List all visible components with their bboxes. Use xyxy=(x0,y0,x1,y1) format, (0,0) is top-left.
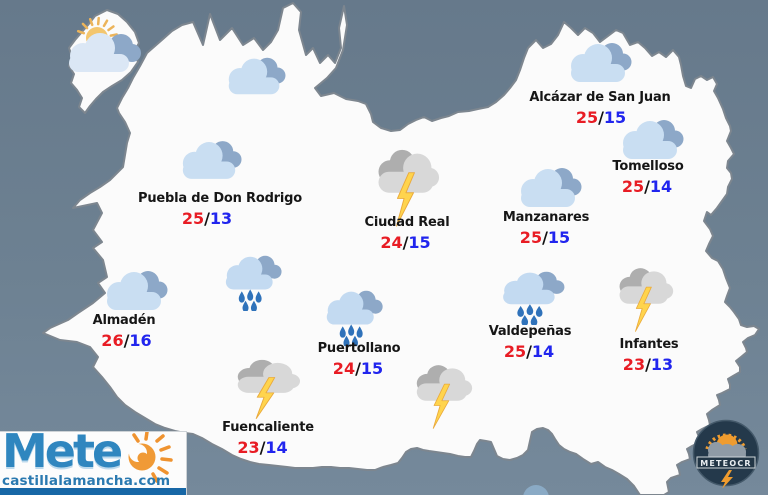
lightning-icon xyxy=(721,470,733,488)
city-name: Infantes xyxy=(619,337,679,352)
sun-icon xyxy=(128,432,173,483)
city-almaden: Almadén 26/16 xyxy=(93,312,156,350)
city-name: Puertollano xyxy=(317,341,401,356)
temp-min: 15 xyxy=(360,359,384,378)
city-puertollano: Puertollano 24/15 xyxy=(318,340,401,378)
city-temps: 23/13 xyxy=(618,355,679,374)
meteocr-banner xyxy=(696,456,756,469)
bottom-edge-bubble xyxy=(523,485,549,495)
city-puebla-de-don-rodrigo: Puebla de Don Rodrigo 25/13 xyxy=(138,190,302,228)
rain-cloud-icon xyxy=(323,287,385,347)
city-name: Manzanares xyxy=(502,210,590,225)
temp-min: 14 xyxy=(649,177,673,196)
city-temps: 25/14 xyxy=(610,177,683,196)
cloudy-icon xyxy=(516,163,582,211)
city-ciudad-real: Ciudad Real 24/15 xyxy=(364,214,449,252)
cloudy-icon xyxy=(224,53,286,98)
temp-separator: / xyxy=(526,342,532,361)
meteocr-badge: METEOCR xyxy=(692,419,760,488)
city-alcazar-de-san-juan: Alcázar de San Juan 25/15 xyxy=(529,89,670,127)
city-temps: 24/15 xyxy=(361,233,449,252)
temp-min: 16 xyxy=(129,331,152,350)
cloudy-icon xyxy=(178,136,242,183)
temp-separator: / xyxy=(204,209,210,228)
city-valdepenas: Valdepeñas 25/14 xyxy=(489,323,572,361)
city-name: Alcázar de San Juan xyxy=(529,90,671,105)
temp-min: 14 xyxy=(265,438,288,457)
meteo-logo-text: Mete xyxy=(2,424,123,478)
temp-separator: / xyxy=(644,177,650,196)
temp-max: 25 xyxy=(575,108,599,127)
temp-max: 25 xyxy=(621,177,645,196)
city-temps: 25/13 xyxy=(112,209,302,228)
city-fuencaliente: Fuencaliente 23/14 xyxy=(222,419,314,457)
temp-max: 23 xyxy=(622,355,646,374)
temp-separator: / xyxy=(259,438,266,457)
temp-min: 13 xyxy=(209,209,233,228)
rain-cloud-icon xyxy=(499,269,567,325)
temp-separator: / xyxy=(123,331,130,350)
temp-max: 24 xyxy=(380,233,403,252)
city-name: Ciudad Real xyxy=(364,215,450,230)
city-name: Almadén xyxy=(92,313,156,328)
city-manzanares: Manzanares 25/15 xyxy=(503,209,589,247)
city-temps: 23/14 xyxy=(211,438,314,457)
city-name: Valdepeñas xyxy=(488,324,572,339)
temp-separator: / xyxy=(645,355,651,374)
city-infantes: Infantes 23/13 xyxy=(620,336,679,374)
cloudy-icon xyxy=(566,38,632,86)
storm-cloud-icon xyxy=(229,357,301,420)
temp-max: 26 xyxy=(101,331,124,350)
storm-cloud-icon xyxy=(612,265,674,333)
city-temps: 25/15 xyxy=(531,108,670,127)
temp-separator: / xyxy=(598,108,604,127)
city-temps: 26/16 xyxy=(98,331,156,350)
city-tomelloso: Tomelloso 25/14 xyxy=(612,158,683,196)
rain-cloud-icon xyxy=(221,253,285,311)
sun-clouds-icon xyxy=(63,16,147,78)
city-name: Tomelloso xyxy=(612,159,684,174)
temp-max: 23 xyxy=(237,438,260,457)
city-temps: 24/15 xyxy=(316,359,401,378)
temp-separator: / xyxy=(355,359,361,378)
meteo-logo-bar xyxy=(0,488,186,495)
temp-min: 15 xyxy=(408,233,431,252)
temp-min: 14 xyxy=(531,342,555,361)
temp-max: 25 xyxy=(503,342,527,361)
temp-max: 25 xyxy=(181,209,205,228)
meteo-castillalamancha-logo: Mete castillalamancha.com xyxy=(0,424,187,495)
cloudy-icon xyxy=(102,266,168,314)
city-temps: 25/14 xyxy=(487,342,572,361)
temp-min: 15 xyxy=(547,228,571,247)
city-temps: 25/15 xyxy=(501,228,589,247)
temp-max: 25 xyxy=(519,228,543,247)
temp-separator: / xyxy=(402,233,409,252)
temp-separator: / xyxy=(542,228,548,247)
meteocr-text: METEOCR xyxy=(700,459,752,468)
meteo-logo-domain: castillalamancha.com xyxy=(2,473,171,489)
province-outline xyxy=(42,2,760,495)
temp-min: 13 xyxy=(650,355,674,374)
temp-max: 24 xyxy=(332,359,356,378)
temp-min: 15 xyxy=(603,108,627,127)
city-name: Fuencaliente xyxy=(222,420,314,435)
storm-cloud-icon xyxy=(409,362,473,430)
city-name: Puebla de Don Rodrigo xyxy=(138,191,302,206)
